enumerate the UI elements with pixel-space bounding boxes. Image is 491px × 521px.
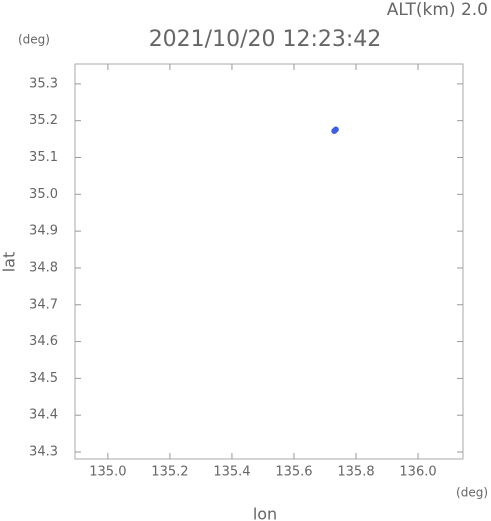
- y-tick-label: 35.0: [29, 187, 58, 202]
- y-tick-label: 34.8: [29, 260, 58, 275]
- y-tick-label: 34.3: [29, 445, 58, 460]
- x-tick-label: 135.6: [275, 465, 312, 480]
- x-axis-label: lon: [253, 505, 277, 521]
- chart-subtitle: ALT(km) 2.0: [387, 0, 488, 20]
- y-tick-label: 35.2: [29, 113, 58, 128]
- y-tick-label: 34.5: [29, 371, 58, 386]
- x-tick-label: 136.0: [399, 465, 436, 480]
- y-tick-label: 35.1: [29, 150, 58, 165]
- y-tick-label: 34.9: [29, 224, 58, 239]
- x-tick-label: 135.2: [151, 465, 188, 480]
- x-tick-label: 135.4: [213, 465, 250, 480]
- x-unit: (deg): [456, 486, 488, 500]
- y-tick-label: 34.6: [29, 334, 58, 349]
- y-unit: (deg): [18, 33, 50, 47]
- chart-title: 2021/10/20 12:23:42: [149, 27, 382, 52]
- y-tick-label: 35.3: [29, 76, 58, 91]
- point: [332, 126, 339, 133]
- y-tick-label: 34.4: [29, 408, 58, 423]
- plot-frame: [74, 63, 464, 460]
- y-axis-label: lat: [0, 252, 19, 273]
- x-tick-label: 135.8: [337, 465, 374, 480]
- y-tick-label: 34.7: [29, 297, 58, 312]
- x-tick-label: 135.0: [89, 465, 126, 480]
